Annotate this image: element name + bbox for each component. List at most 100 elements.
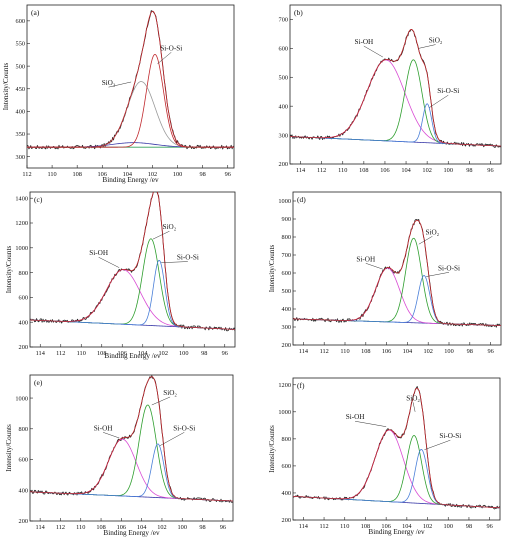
y-tick-label: 450 xyxy=(16,86,25,93)
x-tick-label: 112 xyxy=(319,523,328,530)
annotation-leader xyxy=(157,52,172,65)
annotation-label: SiO₂ xyxy=(429,37,443,45)
y-tick-label: 1000 xyxy=(15,245,28,252)
xps-panel: 114 112 110 108 106 104 102 100 98 96 200 300 400 500… xyxy=(279,4,502,174)
component-sio2-line xyxy=(30,404,233,502)
y-tick-label: 600 xyxy=(279,46,288,53)
annotation-label: Si-O-Si xyxy=(160,44,182,52)
y-axis-label: Intensity/Counts xyxy=(2,63,10,111)
envelope-line xyxy=(27,10,234,148)
x-tick-label: 96 xyxy=(220,524,226,531)
annotation-label: Si-OH xyxy=(354,38,373,46)
component-si-o-si-line xyxy=(293,449,500,509)
y-tick-label: 500 xyxy=(279,74,288,81)
y-tick-label: 200 xyxy=(19,518,28,525)
xps-panel: 114 112 110 108 106 104 102 100 98 96 200 300 400 500… xyxy=(268,191,502,355)
x-tick-label: 108 xyxy=(97,350,106,357)
y-tick-label: 600 xyxy=(282,270,291,277)
x-tick-label: 106 xyxy=(117,524,126,531)
y-tick-label: 400 xyxy=(282,490,291,497)
y-tick-label: 200 xyxy=(279,161,288,168)
x-tick-label: 114 xyxy=(299,348,309,355)
panel-label: (b) xyxy=(294,8,303,17)
envelope-line xyxy=(30,376,233,502)
x-tick-label: 104 xyxy=(401,167,411,174)
x-tick-label: 102 xyxy=(148,171,157,178)
y-tick-label: 800 xyxy=(282,234,291,241)
x-tick-label: 106 xyxy=(382,348,391,355)
x-tick-label: 108 xyxy=(72,171,81,178)
x-tick-label: 106 xyxy=(98,171,107,178)
x-tick-label: 112 xyxy=(320,348,329,355)
annotation-label: SiO₂ xyxy=(163,389,177,397)
raw-spectrum-line xyxy=(293,386,500,510)
annotation-label: Si-OH xyxy=(346,413,365,421)
y-tick-label: 200 xyxy=(19,344,28,351)
x-tick-label: 104 xyxy=(123,171,133,178)
component-sio2-line xyxy=(30,238,235,330)
x-tick-label: 98 xyxy=(199,524,205,531)
x-tick-label: 112 xyxy=(56,524,65,531)
raw-spectrum-line xyxy=(27,10,234,150)
annotation-leader xyxy=(152,230,170,240)
annotation-label: SiO₂ xyxy=(406,394,420,402)
y-tick-label: 1000 xyxy=(278,198,291,205)
x-tick-label: 100 xyxy=(444,523,453,530)
component-si-o-si-line xyxy=(290,103,501,147)
y-tick-label: 550 xyxy=(16,41,25,48)
x-tick-label: 98 xyxy=(201,350,207,357)
x-tick-label: 102 xyxy=(423,348,432,355)
envelope-line xyxy=(293,387,500,509)
x-tick-label: 108 xyxy=(361,348,370,355)
y-axis-label: Intensity/Counts xyxy=(5,246,13,294)
component-sio2-line xyxy=(290,59,501,147)
annotation-leader xyxy=(102,432,120,439)
y-tick-label: 800 xyxy=(19,426,28,433)
x-tick-label: 108 xyxy=(96,524,105,531)
x-tick-label: 114 xyxy=(296,167,306,174)
x-tick-label: 98 xyxy=(466,523,472,530)
envelope-line xyxy=(293,220,501,326)
y-tick-label: 700 xyxy=(282,252,291,259)
x-tick-label: 106 xyxy=(118,350,127,357)
raw-spectrum-line xyxy=(30,375,233,503)
xps-panel: 114 112 110 108 106 104 102 100 98 96 200 400 600 800… xyxy=(5,191,236,360)
x-tick-label: 96 xyxy=(487,523,493,530)
xps-panel: 114 112 110 108 106 104 102 100 98 96 200 400 600 800… xyxy=(268,377,501,536)
x-axis-label: Binding Energy /ev xyxy=(368,528,425,536)
x-tick-label: 110 xyxy=(340,523,349,530)
y-tick-label: 200 xyxy=(282,342,291,349)
y-tick-label: 800 xyxy=(19,270,28,277)
x-tick-label: 102 xyxy=(159,350,168,357)
y-tick-label: 300 xyxy=(282,324,291,331)
y-tick-label: 900 xyxy=(282,216,291,223)
y-tick-label: 700 xyxy=(279,17,288,24)
y-tick-label: 600 xyxy=(19,457,28,464)
x-tick-label: 104 xyxy=(137,524,147,531)
x-tick-label: 106 xyxy=(380,167,389,174)
y-tick-label: 400 xyxy=(19,487,28,494)
y-tick-label: 400 xyxy=(16,109,25,116)
component-si-oh-line xyxy=(30,438,233,502)
x-tick-label: 114 xyxy=(36,350,46,357)
x-axis-label: Binding Energy /ev xyxy=(103,529,160,537)
x-tick-label: 96 xyxy=(487,348,493,355)
y-tick-label: 300 xyxy=(279,132,288,139)
x-tick-label: 100 xyxy=(173,171,182,178)
x-tick-label: 114 xyxy=(299,523,309,530)
y-tick-label: 600 xyxy=(282,463,291,470)
y-tick-label: 300 xyxy=(16,154,25,161)
y-tick-label: 1000 xyxy=(278,409,291,416)
y-tick-label: 350 xyxy=(16,131,25,138)
annotation-leader xyxy=(412,402,416,412)
xps-panel: 112 110 108 106 104 102 100 98 96 300 350 400 450 500… xyxy=(2,4,235,184)
y-tick-label: 500 xyxy=(282,288,291,295)
annotation-label: Si-O-Si xyxy=(439,432,461,440)
x-tick-label: 106 xyxy=(381,523,390,530)
x-tick-label: 102 xyxy=(157,524,166,531)
component-si-o-si-line xyxy=(27,53,234,148)
annotation-leader xyxy=(365,263,384,270)
x-tick-label: 98 xyxy=(467,348,473,355)
panel-label: (e) xyxy=(34,378,43,387)
